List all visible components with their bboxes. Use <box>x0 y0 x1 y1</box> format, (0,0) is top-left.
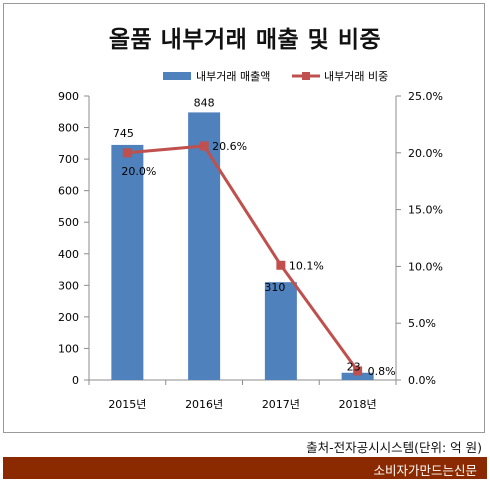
left-tick-label: 600 <box>58 185 79 198</box>
bar-value-label: 310 <box>264 281 285 294</box>
bar <box>341 372 374 380</box>
x-tick-label: 2017년 <box>262 398 300 411</box>
footer-bar: 소비자가만드는신문 <box>3 457 487 479</box>
line-value-label: 20.0% <box>121 165 156 178</box>
source-note: 출처-전자공시시스템(단위: 억 원) <box>306 440 482 455</box>
right-tick-label: 5.0% <box>408 317 436 330</box>
line-series <box>127 144 359 372</box>
legend-bar-swatch <box>163 72 191 80</box>
left-tick-label: 700 <box>58 153 79 166</box>
x-tick-label: 2018년 <box>339 398 377 411</box>
legend-line-marker <box>302 72 310 80</box>
bar <box>111 144 144 380</box>
line-point <box>276 260 286 270</box>
brand-name: 소비자가만드는신문 <box>373 463 477 478</box>
right-tick-label: 10.0% <box>408 260 443 273</box>
line-value-label: 10.1% <box>289 259 324 272</box>
left-tick-label: 500 <box>58 216 79 229</box>
bar-value-label: 745 <box>113 127 134 140</box>
left-tick-label: 0 <box>72 374 79 387</box>
left-tick-label: 100 <box>58 342 79 355</box>
right-tick-label: 20.0% <box>408 147 443 160</box>
bar <box>188 112 221 381</box>
right-tick-label: 0.0% <box>408 374 436 387</box>
line-value-label: 20.6% <box>212 140 247 153</box>
chart: 0 100 200 300 400 500 600 700 800 900 0.0% 5.0% 10.0… <box>58 70 443 411</box>
chart-title: 올품 내부거래 매출 및 비중 <box>108 27 382 53</box>
bar <box>264 282 297 380</box>
left-tick-label: 800 <box>58 122 79 135</box>
left-tick-label: 200 <box>58 311 79 324</box>
bar-value-label: 848 <box>194 96 215 109</box>
legend-bar-label: 내부거래 매출액 <box>196 70 270 83</box>
right-tick-label: 15.0% <box>408 204 443 217</box>
line-point <box>199 141 209 151</box>
left-tick-label: 300 <box>58 279 79 292</box>
right-tick-label: 25.0% <box>408 90 443 103</box>
chart-frame <box>3 3 485 433</box>
bar-value-label: 23 <box>347 361 361 374</box>
left-tick-label: 400 <box>58 248 79 261</box>
legend-line-label: 내부거래 비중 <box>324 70 388 83</box>
x-tick-label: 2016년 <box>185 398 223 411</box>
line-value-label: 0.8% <box>368 365 396 378</box>
left-tick-label: 900 <box>58 90 79 103</box>
line-point <box>353 366 363 376</box>
x-tick-label: 2015년 <box>108 398 146 411</box>
line-point <box>122 148 132 158</box>
